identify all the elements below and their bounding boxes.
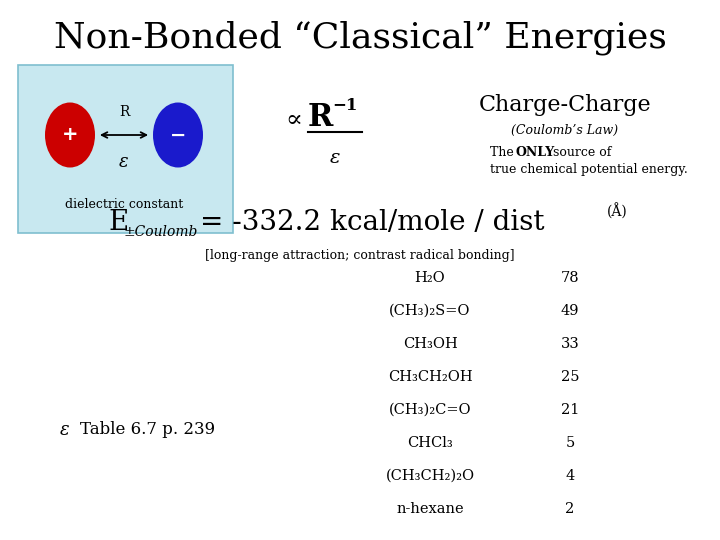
Text: true chemical potential energy.: true chemical potential energy. <box>490 164 688 177</box>
Text: +: + <box>62 125 78 145</box>
Text: ε: ε <box>330 149 341 167</box>
Text: R: R <box>119 105 129 119</box>
Text: 33: 33 <box>561 337 580 351</box>
Text: (CH₃)₂S=O: (CH₃)₂S=O <box>390 304 471 318</box>
Text: The: The <box>490 145 518 159</box>
Text: 25: 25 <box>561 370 580 384</box>
Text: ±Coulomb: ±Coulomb <box>124 225 199 239</box>
Text: = -332.2 kcal/mole / dist: = -332.2 kcal/mole / dist <box>200 208 544 235</box>
Text: −: − <box>170 125 186 145</box>
Text: R: R <box>308 103 333 133</box>
Text: ONLY: ONLY <box>516 145 555 159</box>
Text: (CH₃)₂C=O: (CH₃)₂C=O <box>389 403 472 417</box>
Text: CHCl₃: CHCl₃ <box>407 436 453 450</box>
Text: source of: source of <box>549 145 611 159</box>
Ellipse shape <box>45 103 95 167</box>
Text: Non-Bonded “Classical” Energies: Non-Bonded “Classical” Energies <box>53 21 667 55</box>
Text: Charge-Charge: Charge-Charge <box>479 94 652 116</box>
Text: ε: ε <box>120 153 129 171</box>
Text: n-hexane: n-hexane <box>396 502 464 516</box>
Text: (Å): (Å) <box>607 204 628 220</box>
Text: ε: ε <box>60 421 70 439</box>
Text: H₂O: H₂O <box>415 271 446 285</box>
Text: dielectric constant: dielectric constant <box>65 199 183 212</box>
Text: 2: 2 <box>565 502 575 516</box>
Text: (Coulomb’s Law): (Coulomb’s Law) <box>511 124 618 137</box>
Text: 21: 21 <box>561 403 579 417</box>
Text: CH₃OH: CH₃OH <box>402 337 457 351</box>
Text: 49: 49 <box>561 304 580 318</box>
Text: (CH₃CH₂)₂O: (CH₃CH₂)₂O <box>385 469 474 483</box>
Text: Table 6.7 p. 239: Table 6.7 p. 239 <box>80 422 215 438</box>
Text: 4: 4 <box>565 469 575 483</box>
Text: −1: −1 <box>332 98 357 114</box>
Text: [long-range attraction; contrast radical bonding]: [long-range attraction; contrast radical… <box>205 248 515 261</box>
Text: E: E <box>108 208 128 235</box>
Bar <box>18 65 233 233</box>
Text: 78: 78 <box>561 271 580 285</box>
Text: CH₃CH₂OH: CH₃CH₂OH <box>387 370 472 384</box>
Text: ∝: ∝ <box>285 109 302 132</box>
Ellipse shape <box>153 103 203 167</box>
Text: 5: 5 <box>565 436 575 450</box>
